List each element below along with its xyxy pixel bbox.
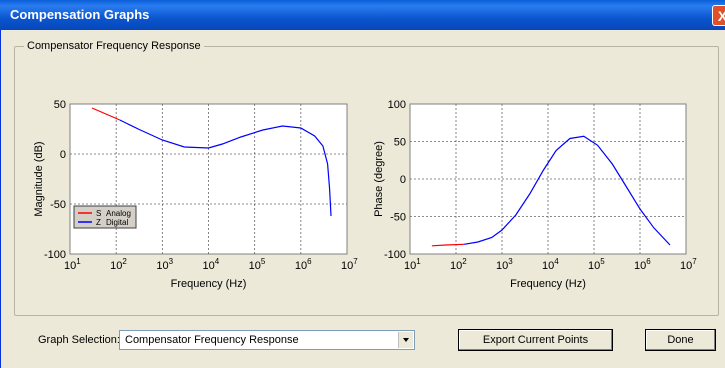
chart2-xtick-label: 103 xyxy=(496,257,513,272)
graph-selection-value: Compensator Frequency Response xyxy=(125,334,299,346)
chart1-xtick-label: 107 xyxy=(341,257,358,272)
chart2-ytick-label: -100 xyxy=(384,249,406,261)
chart1-xtick-label: 102 xyxy=(110,257,127,272)
chart1-xlabel: Frequency (Hz) xyxy=(171,278,247,290)
group-box xyxy=(14,46,719,316)
chart1-ylabel: Magnitude (dB) xyxy=(33,141,45,216)
chart1-ytick-label: 50 xyxy=(54,99,66,111)
done-button[interactable]: Done xyxy=(645,329,716,351)
chart2-ytick-label: 100 xyxy=(388,99,406,111)
chart1-plot-area xyxy=(69,103,348,255)
chart2-series-digital xyxy=(464,135,671,246)
chevron-down-icon[interactable] xyxy=(398,332,413,348)
group-label: Compensator Frequency Response xyxy=(24,40,204,52)
chart2-xtick-label: 102 xyxy=(450,257,467,272)
export-current-points-button[interactable]: Export Current Points xyxy=(458,329,613,351)
chart2-ytick-label: 0 xyxy=(400,174,406,186)
title-bar: Compensation Graphs X xyxy=(0,0,725,30)
chart1-xtick-label: 106 xyxy=(295,257,312,272)
chart2-ytick-label: -50 xyxy=(390,212,406,224)
chart2-ylabel: Phase (degree) xyxy=(373,141,385,217)
chart1-ytick-label: -50 xyxy=(50,199,66,211)
legend-prefix-digital: Z xyxy=(96,218,101,227)
chart1-xtick-label: 104 xyxy=(203,257,220,272)
chart1-ytick-label: 0 xyxy=(60,149,66,161)
chart2-xtick-label: 105 xyxy=(588,257,605,272)
chart2-series-analog xyxy=(431,243,465,247)
legend-label-analog: Analog xyxy=(106,209,131,218)
chart1-xtick-label: 103 xyxy=(156,257,173,272)
window-frame xyxy=(0,30,725,368)
chart1-xtick-label: 101 xyxy=(64,257,81,272)
chart2-xtick-label: 107 xyxy=(680,257,697,272)
chart1-series-analog xyxy=(91,107,121,121)
chart2-xlabel: Frequency (Hz) xyxy=(510,278,586,290)
legend-prefix-analog: S xyxy=(96,209,101,218)
window-title: Compensation Graphs xyxy=(10,7,150,22)
graph-selection-label: Graph Selection: xyxy=(38,334,120,346)
chart2-ytick-label: 50 xyxy=(394,137,406,149)
legend-label-digital: Digital xyxy=(106,218,128,227)
chart1-series-digital xyxy=(119,119,332,217)
graph-selection-dropdown[interactable]: Compensator Frequency Response xyxy=(119,330,415,350)
chart1-xtick-label: 105 xyxy=(249,257,266,272)
chart2-xtick-label: 104 xyxy=(542,257,559,272)
close-button[interactable]: X xyxy=(712,5,725,26)
chart1-ytick-label: -100 xyxy=(44,249,66,261)
chart2-xtick-label: 101 xyxy=(404,257,421,272)
chart2-xtick-label: 106 xyxy=(634,257,651,272)
